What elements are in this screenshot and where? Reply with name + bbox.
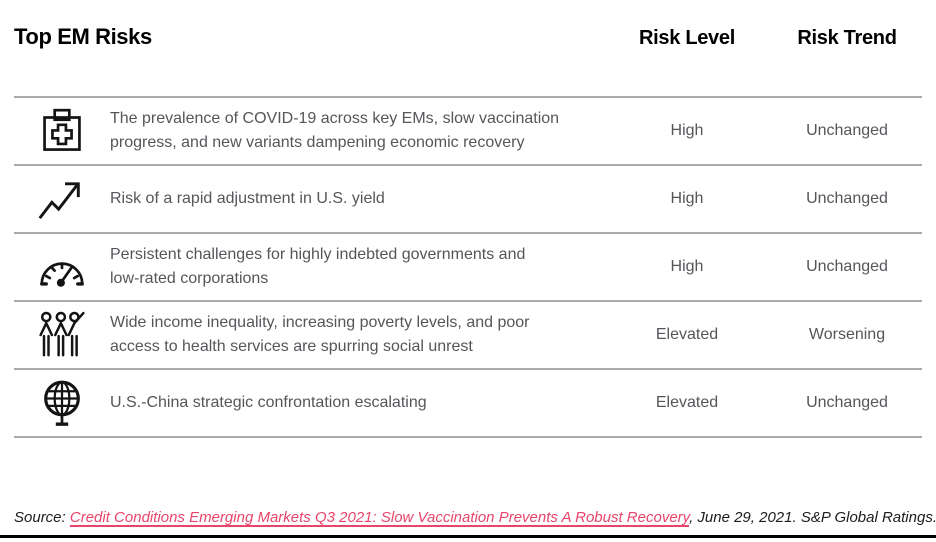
table-header: Top EM Risks Risk Level Risk Trend	[0, 0, 936, 50]
risk-trend-value: Unchanged	[806, 394, 888, 411]
risks-table: The prevalence of COVID-19 across key EM…	[14, 96, 922, 438]
risk-description: The prevalence of COVID-19 across key EM…	[110, 110, 560, 151]
bottom-rule-divider	[0, 535, 936, 538]
risk-trend-value: Unchanged	[806, 190, 888, 207]
risk-description: Persistent challenges for highly indebte…	[110, 246, 526, 287]
source-link[interactable]: Credit Conditions Emerging Markets Q3 20…	[69, 509, 690, 526]
source-prefix: Source:	[14, 509, 70, 526]
first-aid-kit-icon	[14, 104, 110, 158]
risk-level-value: Elevated	[655, 394, 719, 411]
column-header-risk-trend: Risk Trend	[797, 27, 897, 49]
column-header-risk-level: Risk Level	[639, 27, 735, 49]
risk-level-value: High	[670, 258, 704, 275]
risk-description: Risk of a rapid adjustment in U.S. yield	[110, 190, 385, 207]
risk-description: Wide income inequality, increasing pover…	[110, 314, 530, 355]
table-row-social: Wide income inequality, increasing pover…	[14, 300, 922, 368]
globe-icon	[14, 376, 110, 430]
risk-trend-value: Unchanged	[806, 258, 888, 275]
risk-level-value: Elevated	[655, 326, 719, 343]
source-suffix: , June 29, 2021. S&P Global Ratings.	[689, 509, 936, 526]
risk-description: U.S.-China strategic confrontation escal…	[110, 394, 427, 411]
gauge-icon	[14, 240, 110, 294]
risk-level-value: High	[670, 190, 704, 207]
table-row-us-china: U.S.-China strategic confrontation escal…	[14, 368, 922, 438]
source-note: Source: Credit Conditions Emerging Marke…	[14, 509, 936, 526]
people-group-icon	[14, 308, 110, 362]
table-row-us-yield: Risk of a rapid adjustment in U.S. yield…	[14, 164, 922, 232]
table-row-debt: Persistent challenges for highly indebte…	[14, 232, 922, 300]
trend-up-arrow-icon	[14, 172, 110, 226]
risk-trend-value: Worsening	[808, 326, 886, 343]
page-title: Top EM Risks	[14, 24, 152, 49]
risk-level-value: High	[670, 122, 704, 139]
risk-trend-value: Unchanged	[806, 122, 888, 139]
table-row-covid: The prevalence of COVID-19 across key EM…	[14, 96, 922, 164]
